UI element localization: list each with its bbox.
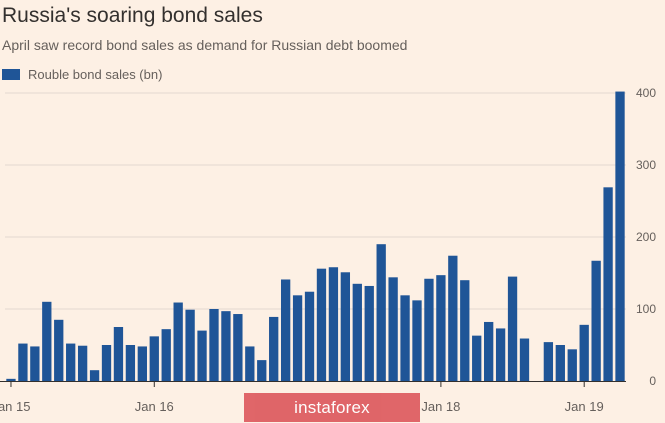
- bar: [591, 260, 601, 381]
- bar: [388, 277, 398, 381]
- bar: [507, 276, 518, 381]
- bar: [66, 343, 76, 381]
- bar: [113, 327, 124, 381]
- bar: [292, 295, 303, 381]
- bar: [269, 316, 279, 381]
- bar: [42, 301, 52, 381]
- bar: [30, 346, 40, 381]
- bars: [6, 91, 625, 381]
- bar: [340, 272, 351, 381]
- legend-swatch: [2, 69, 20, 80]
- bar: [495, 328, 506, 381]
- bar: [543, 342, 554, 381]
- bar: [567, 349, 577, 381]
- bar: [376, 244, 386, 381]
- bar: [89, 370, 100, 381]
- x-tick-label: Jan 18: [421, 399, 460, 414]
- bar: [484, 321, 494, 381]
- bar: [460, 280, 470, 381]
- bar: [173, 302, 183, 381]
- bar: [424, 278, 434, 381]
- bar: [304, 291, 315, 381]
- bar: [257, 360, 267, 381]
- grid-lines: [5, 92, 626, 310]
- y-tick-label: 0: [649, 374, 656, 388]
- bar: [555, 345, 565, 381]
- bar: [245, 346, 255, 381]
- bar: [149, 336, 159, 381]
- bar: [77, 345, 88, 381]
- bar: [472, 335, 482, 381]
- bar: [137, 346, 147, 381]
- bar: [101, 345, 112, 381]
- bar: [412, 300, 422, 381]
- bar: [603, 187, 613, 381]
- legend: Rouble bond sales (bn): [2, 67, 162, 82]
- bar: [185, 309, 195, 381]
- bar: [6, 378, 16, 381]
- x-tick-label: Jan 19: [565, 399, 604, 414]
- bar: [125, 345, 136, 381]
- bar: [280, 279, 291, 381]
- x-tick-label: Jan 16: [135, 399, 174, 414]
- bar: [209, 309, 219, 381]
- chart-subtitle: April saw record bond sales as demand fo…: [2, 37, 408, 53]
- y-tick-label: 100: [636, 302, 656, 316]
- watermark-banner: instaforex: [244, 393, 420, 422]
- bar: [233, 314, 243, 381]
- x-tick-labels: Jan 15 Jan 16 Jan 18 Jan 19: [0, 399, 604, 414]
- bar: [615, 91, 625, 381]
- chart-title: Russia's soaring bond sales: [2, 4, 263, 27]
- bar: [54, 319, 64, 381]
- bar: [161, 329, 171, 381]
- bar: [221, 311, 231, 381]
- bar: [519, 338, 530, 381]
- y-tick-label: 400: [636, 86, 656, 100]
- legend-label: Rouble bond sales (bn): [28, 67, 163, 82]
- bar: [197, 330, 207, 381]
- y-tick-labels: 0 100 200 300 400: [636, 86, 656, 388]
- bar: [436, 275, 446, 381]
- bar: [328, 267, 339, 381]
- axes: [0, 381, 626, 387]
- bar: [579, 324, 589, 381]
- bar: [448, 255, 458, 381]
- bar: [316, 268, 327, 381]
- x-tick-label: Jan 15: [0, 399, 30, 414]
- bar: [18, 343, 28, 381]
- y-tick-label: 300: [636, 158, 656, 172]
- bar: [352, 283, 362, 381]
- bar: [364, 285, 374, 381]
- bar: [400, 295, 410, 381]
- y-tick-label: 200: [636, 230, 656, 244]
